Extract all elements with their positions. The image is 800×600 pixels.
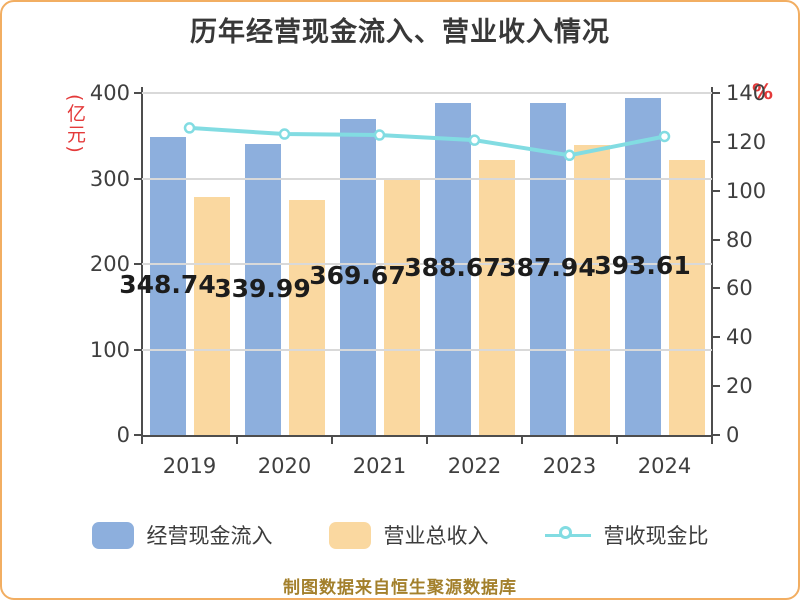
legend: 经营现金流入 营业总收入 营收现金比 — [2, 514, 798, 556]
x-axis-tick — [616, 437, 618, 444]
right-axis-tick-label: 0 — [726, 423, 740, 447]
bar-cash-inflow-2019 — [149, 136, 186, 435]
left-axis-tick-label: 0 — [116, 423, 130, 447]
right-axis-unit-label: % — [752, 80, 774, 104]
right-axis-tick-label: 20 — [726, 374, 753, 399]
left-axis-tick-label: 300 — [89, 166, 130, 191]
legend-line-dot-icon — [558, 525, 572, 539]
left-axis-tick — [134, 263, 142, 265]
x-axis-tick — [141, 437, 143, 444]
left-axis-tick — [134, 92, 142, 94]
data-source-note: 制图数据来自恒生聚源数据库 — [283, 578, 517, 598]
cash-ratio-marker-2022 — [468, 134, 481, 146]
bar-value-label-2024: 393.61 — [594, 250, 691, 280]
gridline-100 — [142, 348, 712, 351]
cash-ratio-marker-2021 — [373, 129, 386, 141]
bar-value-label-2019: 348.74 — [119, 269, 216, 299]
right-axis-tick — [712, 385, 720, 388]
bar-value-label-2022: 388.67 — [404, 252, 501, 282]
x-axis-tick — [521, 437, 523, 444]
gridline-400 — [142, 92, 712, 94]
left-axis-tick-label: 200 — [89, 252, 130, 276]
bar-total-revenue-2022 — [478, 159, 515, 435]
bar-total-revenue-2020 — [288, 199, 325, 435]
right-axis-line — [711, 87, 713, 437]
left-axis-tick — [134, 434, 142, 436]
legend-label-total-revenue: 营业总收入 — [383, 524, 489, 548]
left-axis-tick — [134, 177, 142, 180]
legend-label-cash-ratio: 营收现金比 — [603, 524, 709, 548]
bar-total-revenue-2021 — [383, 177, 420, 435]
right-axis-tick-label: 100 — [726, 178, 767, 203]
x-axis-label-2021: 2021 — [352, 454, 407, 478]
right-axis-tick-label: 80 — [726, 227, 753, 252]
gridline-200 — [142, 263, 712, 265]
right-axis-tick — [712, 287, 720, 290]
x-axis-tick — [331, 437, 333, 444]
bar-total-revenue-2023 — [573, 145, 610, 435]
cash-ratio-marker-2019 — [183, 122, 196, 134]
x-axis-label-2022: 2022 — [447, 454, 502, 478]
bar-total-revenue-2024 — [668, 159, 705, 435]
bar-value-label-2021: 369.67 — [309, 260, 406, 290]
bar-value-label-2020: 339.99 — [214, 273, 311, 303]
x-axis-line — [141, 435, 713, 437]
legend-swatch-total-revenue — [328, 521, 371, 549]
bar-value-label-2023: 387.94 — [499, 253, 596, 283]
right-axis-tick — [712, 238, 720, 241]
bar-cash-inflow-2020 — [244, 144, 281, 435]
right-axis-tick-label: 60 — [726, 276, 753, 301]
x-axis-tick — [236, 437, 238, 444]
legend-item-total-revenue: 营业总收入 — [328, 520, 489, 550]
right-axis-tick — [712, 434, 720, 436]
bar-cash-inflow-2022 — [434, 102, 471, 435]
left-axis-tick — [134, 348, 142, 351]
x-axis-tick — [426, 437, 428, 444]
legend-item-cash-ratio: 营收现金比 — [544, 520, 709, 550]
cash-ratio-marker-2024 — [658, 130, 671, 143]
x-axis-label-2019: 2019 — [162, 454, 217, 478]
legend-item-cash-inflow: 经营现金流入 — [91, 520, 273, 550]
right-axis-tick — [712, 140, 720, 143]
bar-cash-inflow-2021 — [339, 118, 376, 435]
right-axis-tick-label: 120 — [726, 129, 767, 154]
chart-title: 历年经营现金流入、营业收入情况 — [190, 17, 610, 48]
bar-cash-inflow-2023 — [529, 103, 566, 435]
right-axis-tick — [712, 336, 720, 339]
right-axis-tick-label: 40 — [726, 325, 753, 350]
left-axis-line — [141, 87, 143, 437]
right-axis-tick — [712, 92, 720, 94]
cash-ratio-marker-2020 — [278, 128, 291, 140]
left-axis-tick-label: 400 — [89, 81, 130, 105]
right-axis-tick — [712, 189, 720, 192]
left-axis-unit-label: (亿元) — [64, 94, 86, 155]
x-axis-label-2020: 2020 — [257, 454, 312, 478]
bar-total-revenue-2019 — [193, 197, 230, 435]
legend-label-cash-inflow: 经营现金流入 — [146, 524, 273, 548]
right-axis-tick-label: 140 — [726, 81, 767, 105]
gridline-300 — [142, 177, 712, 180]
legend-swatch-cash-inflow — [91, 521, 134, 549]
x-axis-label-2023: 2023 — [542, 454, 597, 478]
x-axis-tick — [711, 437, 713, 444]
x-axis-label-2024: 2024 — [637, 454, 692, 478]
left-axis-tick-label: 100 — [89, 337, 130, 362]
legend-line-marker-icon — [544, 522, 591, 549]
